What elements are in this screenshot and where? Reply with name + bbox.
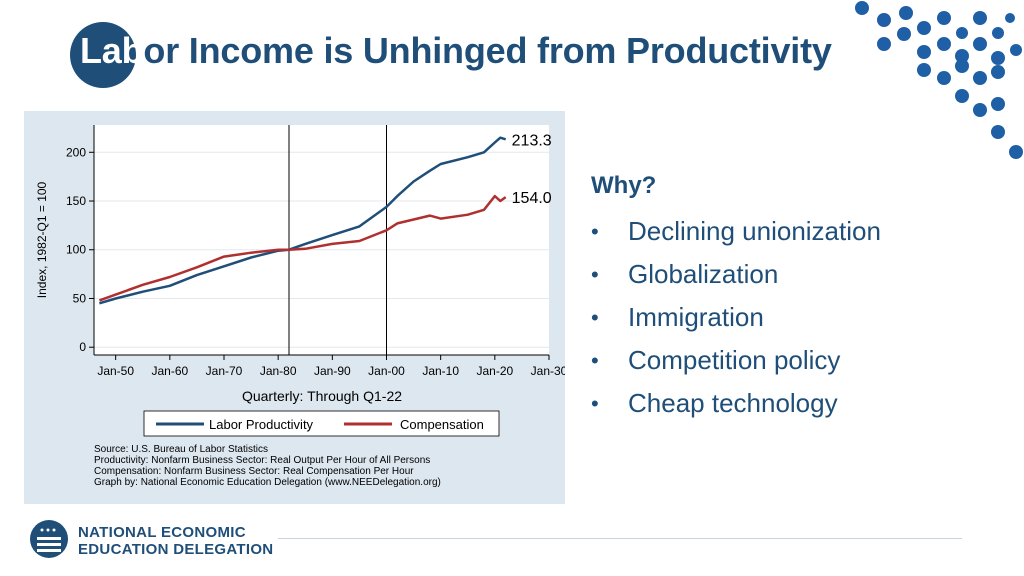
decorative-dot <box>973 103 987 117</box>
footer-divider <box>278 538 962 539</box>
x-tick-label: Jan-30 <box>531 364 565 378</box>
decorative-dot <box>991 65 1005 79</box>
x-tick-label: Jan-70 <box>206 364 243 378</box>
productivity-chart: 213.3 154.0 0 50 100 150 200 Jan-50 Jan-60 Jan-7… <box>24 111 565 504</box>
decorative-dot <box>955 89 969 103</box>
legend-label-productivity: Labor Productivity <box>209 417 314 432</box>
decorative-dot <box>899 6 913 20</box>
title-highlight: Lab <box>80 30 144 71</box>
decorative-dot <box>992 27 1004 39</box>
why-panel: Why? • Declining unionization • Globalizat… <box>591 172 1011 425</box>
decorative-dot <box>955 49 969 63</box>
title-rest: or Income is Unhinged from Productivity <box>143 30 832 71</box>
bullet-icon: • <box>591 262 599 287</box>
decorative-dot <box>1009 145 1023 159</box>
decorative-dot <box>955 59 969 73</box>
x-tick-label: Jan-50 <box>97 364 134 378</box>
reason-text: Competition policy <box>628 345 841 375</box>
reason-text: Declining unionization <box>628 216 881 246</box>
x-tick-label: Jan-90 <box>314 364 351 378</box>
y-tick-label: 0 <box>79 340 86 354</box>
title-accent-circle <box>70 22 136 88</box>
list-item: • Competition policy <box>591 339 1011 382</box>
decorative-dot <box>991 97 1005 111</box>
y-tick-label: 200 <box>66 145 86 159</box>
reason-text: Cheap technology <box>628 388 838 418</box>
decorative-dot <box>937 37 951 51</box>
decorative-dot <box>973 71 987 85</box>
y-tick-label: 50 <box>73 291 87 305</box>
decorative-dot <box>956 27 968 39</box>
org-name-line1: NATIONAL ECONOMIC <box>78 524 246 541</box>
y-tick-label: 150 <box>66 194 86 208</box>
flag-globe-icon <box>30 520 68 558</box>
list-item: • Declining unionization <box>591 210 1011 253</box>
source-line: Graph by: National Economic Education De… <box>94 477 441 488</box>
decorative-dot <box>937 11 951 25</box>
decorative-dot <box>991 51 1005 65</box>
legend-label-compensation: Compensation <box>400 417 484 432</box>
need-logo: NATIONAL ECONOMIC EDUCATION DELEGATION <box>30 518 273 562</box>
decorative-dot <box>855 1 869 15</box>
decorative-dot <box>937 71 951 85</box>
list-item: • Immigration <box>591 296 1011 339</box>
decorative-dot-pattern <box>855 1 1023 159</box>
bullet-icon: • <box>591 348 599 373</box>
decorative-dot <box>991 125 1005 139</box>
decorative-dot <box>877 13 891 27</box>
x-tick-label: Jan-20 <box>476 364 513 378</box>
x-tick-label: Jan-60 <box>151 364 188 378</box>
decorative-dot <box>917 21 931 35</box>
decorative-dot <box>1005 13 1015 23</box>
decorative-dot <box>973 37 987 51</box>
source-line: Source: U.S. Bureau of Labor Statistics <box>94 444 268 455</box>
org-name: NATIONAL ECONOMIC EDUCATION DELEGATION <box>78 524 273 558</box>
y-axis-label: Index, 1982-Q1 = 100 <box>35 181 49 298</box>
reason-text: Immigration <box>628 302 764 332</box>
end-value-label: 213.3 <box>512 132 552 149</box>
decorative-dot <box>973 11 987 25</box>
slide-title: Labor Income is Unhinged from Productivi… <box>80 30 832 72</box>
x-tick-label: Jan-80 <box>260 364 297 378</box>
reason-text: Globalization <box>628 259 779 289</box>
bullet-icon: • <box>591 391 599 416</box>
reasons-list: • Declining unionization • Globalization •… <box>591 210 1011 425</box>
source-line: Compensation: Nonfarm Business Sector: R… <box>94 466 414 477</box>
bullet-icon: • <box>591 219 599 244</box>
decorative-dot <box>917 63 931 77</box>
x-tick-label: Jan-00 <box>368 364 405 378</box>
list-item: • Cheap technology <box>591 382 1011 425</box>
chart-canvas: 213.3 154.0 0 50 100 150 200 Jan-50 Jan-60 Jan-7… <box>35 125 565 488</box>
org-name-line2: EDUCATION DELEGATION <box>78 541 274 558</box>
decorative-dot <box>897 27 911 41</box>
series-compensation-line <box>98 194 507 302</box>
end-value-label: 154.0 <box>512 190 552 207</box>
x-axis-label: Quarterly: Through Q1-22 <box>242 388 402 404</box>
why-heading: Why? <box>591 172 657 199</box>
decorative-dot <box>917 45 931 59</box>
list-item: • Globalization <box>591 253 1011 296</box>
x-tick-label: Jan-10 <box>422 364 459 378</box>
bullet-icon: • <box>591 305 599 330</box>
plot-area <box>94 125 549 355</box>
y-tick-label: 100 <box>66 243 86 257</box>
decorative-dot <box>1010 44 1022 56</box>
series-productivity-line <box>99 136 507 305</box>
source-line: Productivity: Nonfarm Business Sector: R… <box>94 455 430 466</box>
decorative-dot <box>877 37 891 51</box>
